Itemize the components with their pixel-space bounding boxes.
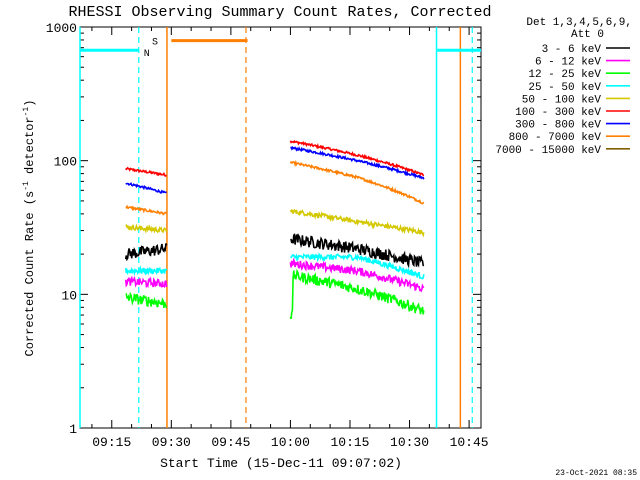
- series-line: [125, 166, 167, 178]
- series-line: [289, 208, 425, 238]
- y-tick-label: 100: [54, 155, 77, 170]
- legend-entry-label: 12 - 25 keV: [528, 69, 601, 81]
- series-line: [125, 182, 167, 194]
- x-tick-label: 09:15: [92, 435, 131, 450]
- legend-entry-label: 7000 - 15000 keV: [495, 145, 601, 157]
- y-tick-label: 1000: [46, 21, 77, 36]
- x-tick-label: 10:15: [330, 435, 369, 450]
- series-line: [290, 145, 425, 180]
- y-tick-label: 1: [69, 422, 77, 437]
- legend-header-line-1: Det 1,3,4,5,6,9,: [526, 17, 632, 29]
- night-flag-label: N: [144, 49, 150, 60]
- series-line: [125, 204, 167, 216]
- legend-entry-label: 300 - 800 keV: [515, 120, 601, 132]
- plot-area: 09:15 09:30 09:45 10:00 10:15 10:30 10:45 1 10 10…: [46, 21, 489, 450]
- series-line: [290, 232, 425, 269]
- x-axis-label: Start Time (15-Dec-11 09:07:02): [160, 456, 402, 471]
- series-line: [289, 139, 425, 177]
- x-tick-label: 09:30: [152, 435, 191, 450]
- legend-entry-label: 6 - 12 keV: [535, 57, 601, 69]
- series-line: [125, 223, 168, 234]
- legend-entry-label: 800 - 7000 keV: [509, 132, 602, 144]
- series-line: [289, 252, 425, 280]
- x-tick-label: 10:30: [390, 435, 429, 450]
- legend-entry-label: 50 - 100 keV: [522, 94, 602, 106]
- series-line: [124, 275, 168, 289]
- saa-flag-label: S: [152, 38, 158, 49]
- series-line: [289, 257, 425, 293]
- legend-entry-label: 3 - 6 keV: [542, 44, 602, 56]
- timestamp: 23-Oct-2021 08:35: [555, 469, 637, 478]
- series-line: [124, 243, 168, 262]
- series-line: [289, 159, 425, 205]
- series-line: [125, 291, 168, 309]
- legend-entry-label: 100 - 300 keV: [515, 107, 601, 119]
- series-line: [289, 268, 425, 320]
- y-axis-label: Corrected Count Rate (s-1 detector-1): [22, 100, 37, 357]
- x-tick-label: 10:45: [450, 435, 489, 450]
- legend-entry-label: 25 - 50 keV: [528, 82, 601, 94]
- legend-header-line-2: Att 0: [571, 29, 604, 41]
- y-tick-label: 10: [61, 288, 77, 303]
- series-line: [124, 265, 168, 277]
- x-tick-label: 10:00: [271, 435, 310, 450]
- x-tick-label: 09:45: [211, 435, 250, 450]
- chart-title: RHESSI Observing Summary Count Rates, Co…: [68, 4, 491, 21]
